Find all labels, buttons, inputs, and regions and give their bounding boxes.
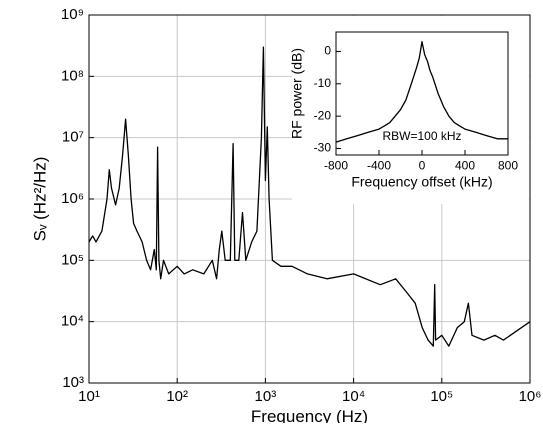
x-tick-label: 10² — [166, 388, 188, 405]
x-tick-label: 10¹ — [78, 388, 100, 405]
y-tick-label: -10 — [314, 76, 332, 90]
plot-frame — [88, 14, 531, 384]
y-tick-label: 0 — [324, 44, 331, 58]
x-tick-label: 800 — [498, 159, 518, 173]
x-tick-label: 10⁵ — [430, 388, 453, 405]
y-tick-label: 10⁶ — [61, 190, 84, 207]
x-axis-label: Frequency offset (kHz) — [351, 173, 492, 189]
y-tick-label: 10⁵ — [61, 251, 84, 268]
x-tick-label: 400 — [455, 159, 475, 173]
annotation: RBW=100 kHz — [382, 129, 461, 143]
x-tick-label: 10⁴ — [342, 388, 365, 405]
data-line — [88, 46, 531, 347]
x-tick-label: -800 — [324, 159, 348, 173]
y-tick-label: 10⁴ — [61, 313, 84, 330]
x-tick-label: 0 — [419, 159, 426, 173]
y-tick-label: 10⁹ — [61, 6, 84, 23]
inset-background — [292, 16, 529, 204]
plot-frame — [335, 31, 509, 156]
data-line — [335, 41, 508, 143]
y-axis-label: Sᵥ (Hz²/Hz) — [30, 157, 49, 242]
x-tick-label: -400 — [367, 159, 391, 173]
x-tick-label: 10³ — [255, 388, 277, 405]
y-tick-label: 10⁸ — [61, 67, 84, 84]
x-axis-label: Frequency (Hz) — [251, 407, 368, 423]
y-tick-label: 10³ — [62, 374, 84, 391]
y-axis-label: RF power (dB) — [288, 48, 304, 139]
x-tick-label: 10⁶ — [519, 388, 542, 405]
y-tick-label: 10⁷ — [62, 129, 84, 146]
y-tick-label: -20 — [314, 108, 332, 122]
y-tick-label: -30 — [314, 141, 332, 155]
